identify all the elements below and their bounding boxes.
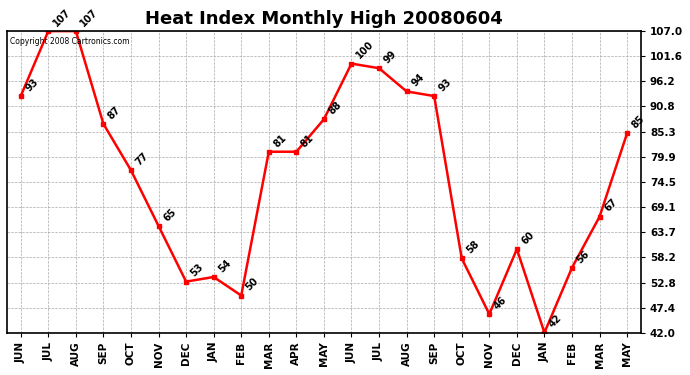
Text: 100: 100 [354, 39, 375, 61]
Text: 65: 65 [161, 207, 178, 223]
Text: 87: 87 [106, 104, 123, 121]
Text: 53: 53 [189, 262, 206, 279]
Text: 107: 107 [79, 7, 100, 28]
Text: 94: 94 [409, 72, 426, 88]
Text: 58: 58 [464, 239, 481, 256]
Text: 81: 81 [299, 132, 316, 149]
Text: 60: 60 [520, 230, 536, 246]
Title: Heat Index Monthly High 20080604: Heat Index Monthly High 20080604 [145, 10, 503, 28]
Text: Copyright 2008 Cartronics.com: Copyright 2008 Cartronics.com [10, 37, 130, 46]
Text: 42: 42 [547, 313, 564, 330]
Text: 99: 99 [382, 49, 398, 66]
Text: 46: 46 [492, 295, 509, 311]
Text: 85: 85 [630, 114, 647, 130]
Text: 107: 107 [51, 7, 72, 28]
Text: 56: 56 [575, 248, 591, 265]
Text: 54: 54 [217, 258, 233, 274]
Text: 81: 81 [272, 132, 288, 149]
Text: 88: 88 [326, 100, 344, 117]
Text: 93: 93 [437, 76, 453, 93]
Text: 50: 50 [244, 276, 261, 293]
Text: 67: 67 [602, 197, 619, 214]
Text: 93: 93 [23, 76, 40, 93]
Text: 77: 77 [134, 151, 150, 168]
